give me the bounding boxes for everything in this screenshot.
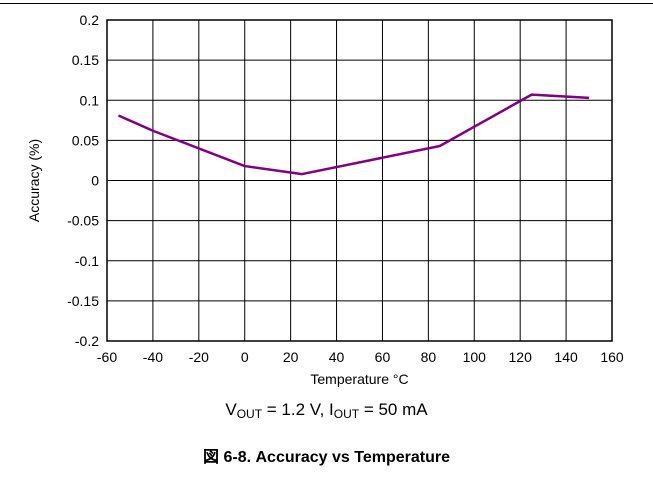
x-tick-label: -20	[189, 349, 209, 365]
y-tick-labels: -0.2 -0.15 -0.1 -0.05 0 0.05 0.1 0.15 0.2	[67, 12, 99, 349]
condition-v-value: = 1.2 V, I	[262, 400, 334, 419]
x-tick-label: 40	[329, 349, 345, 365]
x-tick-label: -40	[143, 349, 163, 365]
series-line	[117, 93, 590, 176]
x-tick-label: 20	[283, 349, 299, 365]
x-tick-label: 80	[421, 349, 437, 365]
x-tick-label: 140	[554, 349, 578, 365]
y-tick-label: 0.2	[80, 12, 100, 28]
condition-i-subscript: OUT	[333, 407, 360, 421]
x-tick-label: 60	[375, 349, 391, 365]
x-tick-labels: -60 -40 -20 0 20 40 60 80 100 120 140 160	[97, 349, 624, 365]
figure-caption: 図 6-8. Accuracy vs Temperature	[203, 449, 450, 466]
chart-grid	[106, 19, 613, 342]
x-tick-label: 100	[463, 349, 487, 365]
x-axis-label: Temperature °C	[310, 371, 408, 387]
condition-v-subscript: OUT	[236, 407, 263, 421]
x-tick-label: -60	[97, 349, 117, 365]
y-tick-label: 0	[91, 173, 99, 189]
y-tick-label: -0.15	[67, 293, 99, 309]
series-layer	[117, 93, 590, 176]
y-tick-label: 0.1	[80, 92, 100, 108]
x-tick-label: 0	[241, 349, 249, 365]
y-tick-label: -0.1	[75, 253, 99, 269]
accuracy-chart: -0.2 -0.15 -0.1 -0.05 0 0.05 0.1 0.15 0.2 -60 -40…	[26, 12, 624, 387]
x-tick-label: 160	[600, 349, 624, 365]
condition-v: V	[225, 400, 237, 419]
y-tick-label: 0.15	[72, 52, 99, 68]
y-tick-label: -0.05	[67, 213, 99, 229]
top-rule	[0, 3, 653, 4]
y-axis-label: Accuracy (%)	[26, 139, 42, 222]
plot-frame	[106, 19, 613, 342]
y-tick-label: -0.2	[75, 333, 99, 349]
condition-i-value: = 50 mA	[359, 400, 428, 419]
x-tick-label: 120	[509, 349, 533, 365]
condition-text: VOUT = 1.2 V, IOUT = 50 mA	[0, 400, 653, 421]
y-tick-label: 0.05	[72, 132, 99, 148]
